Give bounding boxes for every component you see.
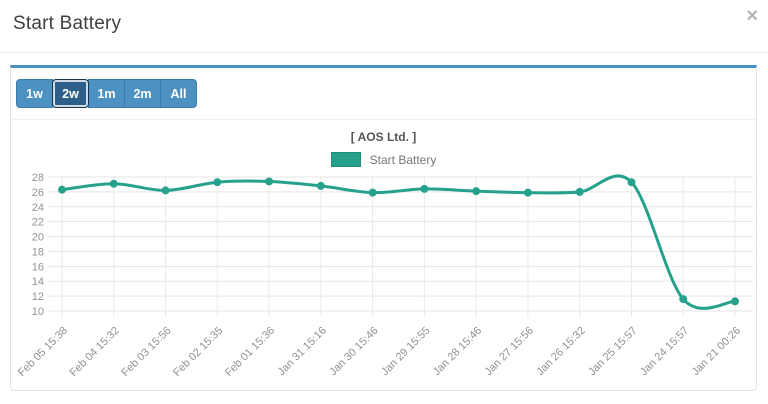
data-point[interactable] xyxy=(368,188,377,197)
data-point[interactable] xyxy=(472,187,481,196)
y-tick-label: 12 xyxy=(32,291,44,303)
range-button-2m[interactable]: 2m xyxy=(124,79,161,108)
modal-header: Start Battery × xyxy=(0,0,768,53)
x-tick-label: Jan 21 00:26 xyxy=(690,325,743,378)
x-tick-label: Jan 27 15:56 xyxy=(483,325,536,378)
x-tick-label: Jan 29 15:55 xyxy=(379,325,432,378)
data-point[interactable] xyxy=(161,186,170,195)
y-tick-label: 18 xyxy=(32,246,44,258)
range-button-1m[interactable]: 1m xyxy=(88,79,125,108)
y-tick-label: 28 xyxy=(32,172,44,184)
y-tick-label: 22 xyxy=(32,217,44,229)
data-point[interactable] xyxy=(575,187,584,196)
data-point[interactable] xyxy=(213,178,222,187)
y-tick-label: 20 xyxy=(32,232,44,244)
data-point[interactable] xyxy=(523,188,532,197)
page-title: Start Battery xyxy=(13,13,122,34)
legend-swatch xyxy=(330,152,361,167)
series-line xyxy=(60,174,737,310)
range-button-group: 1w 2w 1m 2m All xyxy=(16,79,197,108)
x-tick-label: Jan 25 15:57 xyxy=(586,325,639,378)
data-point[interactable] xyxy=(627,178,636,187)
panel-heading: 1w 2w 1m 2m All xyxy=(11,68,756,120)
y-tick-label: 26 xyxy=(32,187,44,199)
chart-legend: Start Battery xyxy=(11,152,756,167)
chart-title: [ AOS Ltd. ] xyxy=(350,130,417,144)
range-button-2w[interactable]: 2w xyxy=(52,79,89,108)
y-tick-label: 16 xyxy=(32,261,44,273)
x-tick-label: Feb 02 15:35 xyxy=(171,325,225,379)
data-point[interactable] xyxy=(265,177,274,186)
x-tick-label: Feb 01 15:36 xyxy=(223,325,277,379)
data-point[interactable] xyxy=(731,297,739,306)
range-button-1w[interactable]: 1w xyxy=(16,79,53,108)
panel-body: [ AOS Ltd. ] Start Battery 10 12 14 16 18 20 2… xyxy=(11,130,756,390)
x-tick-label: Feb 05 15:38 xyxy=(16,325,70,379)
modal-dialog: Start Battery × 1w 2w 1m 2m All [ AOS Ltd. ]… xyxy=(0,0,768,391)
legend-label: Start Battery xyxy=(369,152,437,167)
data-point[interactable] xyxy=(58,185,66,194)
data-point[interactable] xyxy=(420,184,429,193)
x-tick-label: Jan 26 15:32 xyxy=(534,325,587,378)
x-tick-label: Feb 03 15:56 xyxy=(119,325,173,379)
range-button-all[interactable]: All xyxy=(160,79,197,108)
close-icon[interactable]: × xyxy=(746,5,758,27)
y-tick-label: 10 xyxy=(32,306,44,318)
data-point[interactable] xyxy=(679,295,688,304)
x-tick-label: Jan 28 15:46 xyxy=(431,325,484,378)
x-tick-label: Jan 31 15:16 xyxy=(275,325,328,378)
y-tick-label: 14 xyxy=(32,276,44,288)
chart-panel: 1w 2w 1m 2m All [ AOS Ltd. ] Start Battery 1… xyxy=(10,65,757,391)
x-tick-label: Jan 24 15:57 xyxy=(638,325,691,378)
data-point[interactable] xyxy=(316,181,325,190)
data-point[interactable] xyxy=(109,179,118,188)
y-tick-label: 24 xyxy=(32,202,44,214)
x-tick-label: Feb 04 15:32 xyxy=(68,325,122,379)
x-tick-label: Jan 30 15:46 xyxy=(327,325,380,378)
